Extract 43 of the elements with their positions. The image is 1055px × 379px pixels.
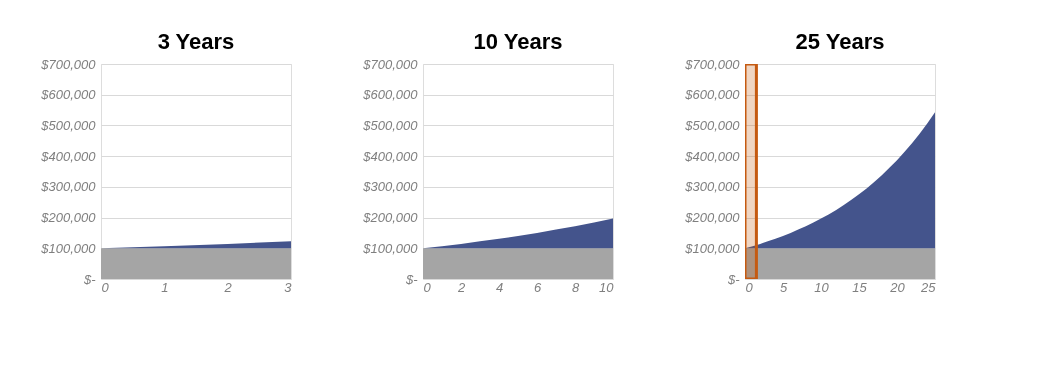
- y-tick-label: $400,000: [362, 148, 419, 164]
- y-tick-label: $500,000: [684, 117, 741, 133]
- x-tick-label: 25: [920, 279, 937, 295]
- y-tick-label: $600,000: [362, 87, 419, 103]
- x-tick-label: 20: [889, 279, 906, 295]
- y-tick-label: $-: [726, 271, 741, 287]
- y-tick-label: $600,000: [684, 87, 741, 103]
- y-tick-label: $300,000: [684, 179, 741, 195]
- chart-title: 10 Years: [473, 29, 563, 54]
- chart-title: 3 Years: [157, 29, 235, 54]
- x-tick-label: 6: [533, 279, 542, 295]
- x-tick-label: 2: [223, 279, 233, 295]
- y-tick-label: $500,000: [40, 117, 97, 133]
- y-tick-label: $100,000: [40, 240, 97, 256]
- y-tick-label: $700,000: [40, 56, 97, 72]
- y-tick-label: $100,000: [684, 240, 741, 256]
- y-tick-label: $200,000: [362, 210, 419, 226]
- x-tick-label: 8: [571, 279, 580, 295]
- y-tick-label: $700,000: [684, 56, 741, 72]
- x-tick-label: 10: [814, 279, 830, 295]
- x-tick-label: 2: [456, 279, 466, 295]
- x-tick-label: 3: [284, 279, 293, 295]
- y-tick-label: $300,000: [362, 179, 419, 195]
- x-tick-label: 0: [423, 279, 432, 295]
- x-tick-label: 15: [852, 279, 868, 295]
- x-tick-label: 1: [161, 279, 169, 295]
- y-tick-label: $100,000: [362, 240, 419, 256]
- y-tick-label: $-: [404, 271, 419, 287]
- x-tick-label: 10: [599, 279, 615, 295]
- x-tick-label: 0: [745, 279, 754, 295]
- y-tick-label: $400,000: [684, 148, 741, 164]
- y-tick-label: $600,000: [40, 87, 97, 103]
- x-tick-label: 0: [101, 279, 110, 295]
- x-tick-label: 5: [779, 279, 788, 295]
- y-tick-label: $300,000: [40, 179, 97, 195]
- y-tick-label: $-: [82, 271, 97, 287]
- y-tick-label: $400,000: [40, 148, 97, 164]
- chart-title: 25 Years: [795, 29, 885, 54]
- x-tick-label: 4: [495, 279, 504, 295]
- y-tick-label: $200,000: [40, 210, 97, 226]
- y-tick-label: $500,000: [362, 117, 419, 133]
- y-tick-label: $700,000: [362, 56, 419, 72]
- y-tick-label: $200,000: [684, 210, 741, 226]
